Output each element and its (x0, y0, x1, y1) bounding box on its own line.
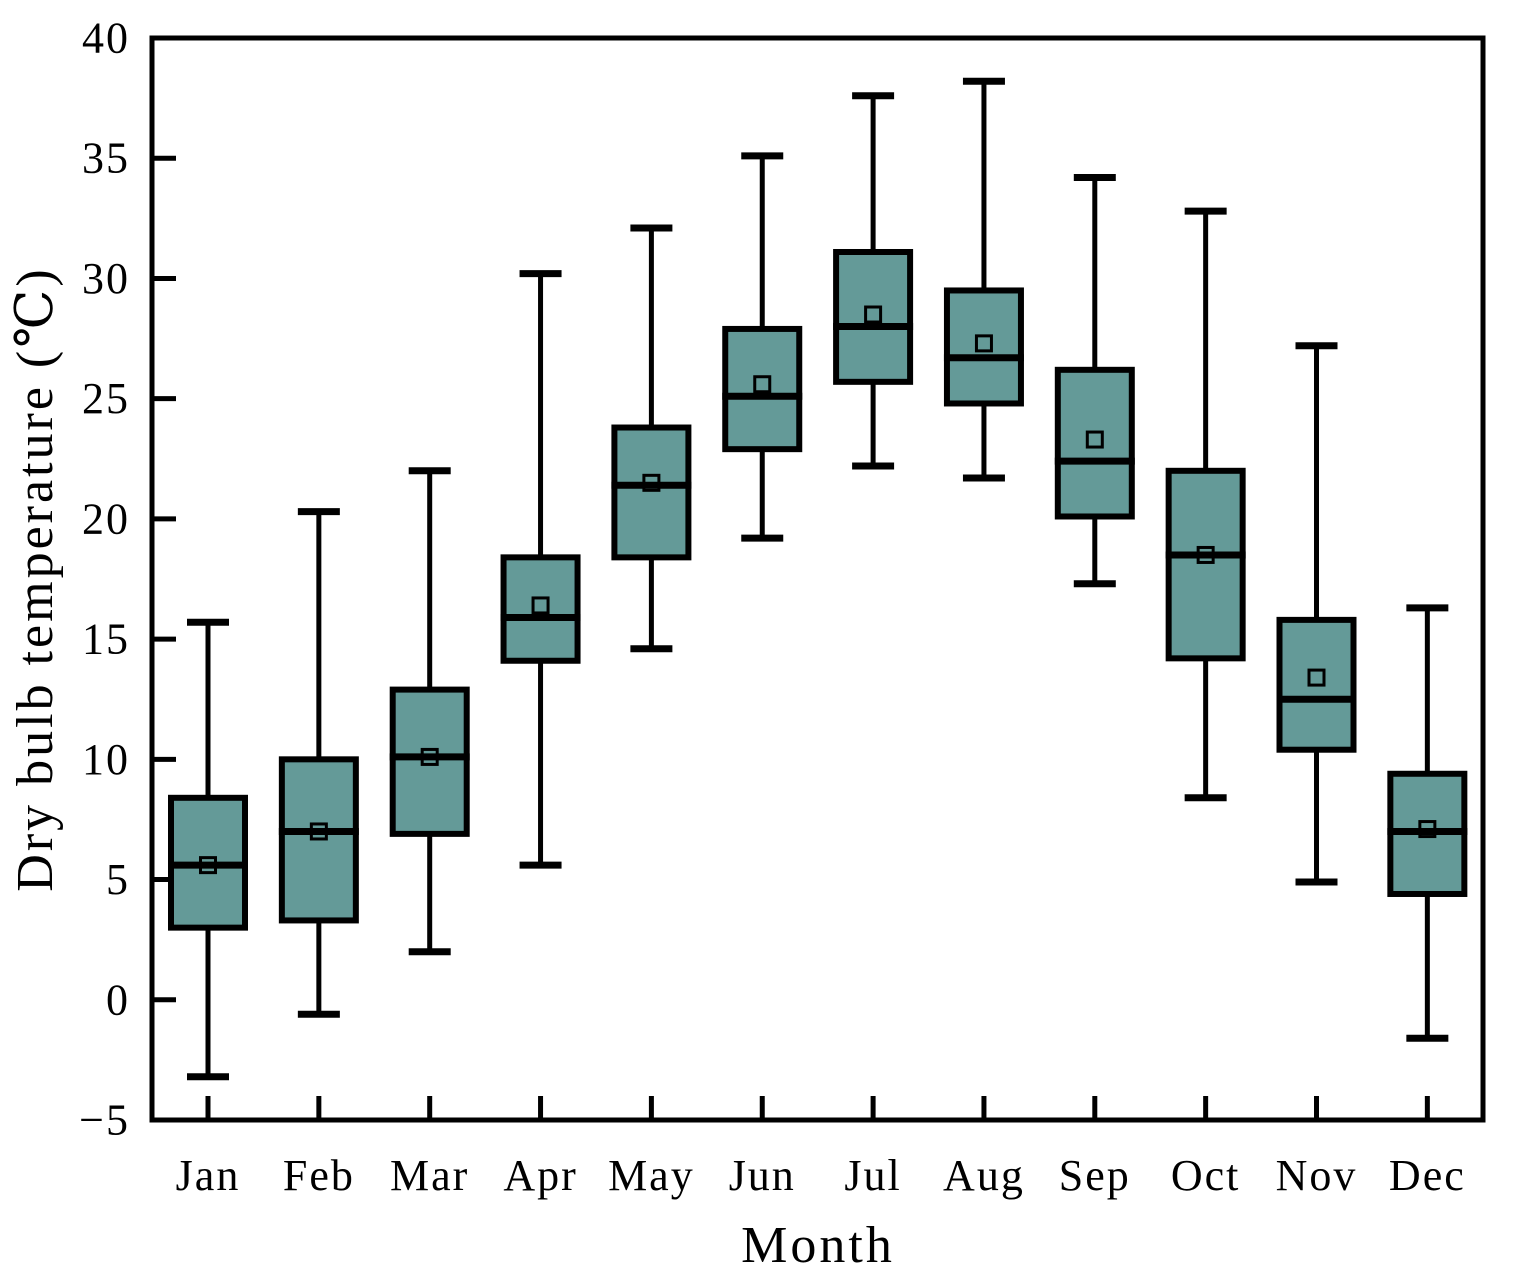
box-jul (833, 248, 914, 385)
y-tick-label-20: 20 (82, 494, 130, 543)
x-tick-label-may: May (608, 1151, 695, 1200)
mean-marker-oct (1196, 545, 1215, 564)
x-tick-label-dec: Dec (1389, 1151, 1466, 1200)
mean-marker-jan (199, 856, 217, 875)
y-tick-label-25: 25 (82, 374, 130, 423)
box-mar (389, 686, 470, 837)
y-tick-label-35: 35 (82, 134, 130, 183)
plot-frame (149, 35, 1486, 1123)
box-jun (722, 325, 803, 453)
box-oct (1165, 467, 1246, 662)
y-tick-label-0: 0 (106, 975, 130, 1024)
mean-marker-feb (309, 822, 328, 841)
mean-marker-mar (420, 747, 439, 766)
y-tick-label-40: 40 (82, 14, 130, 63)
box-apr (500, 554, 581, 664)
x-tick-label-sep: Sep (1059, 1151, 1131, 1200)
mean-marker-jun (753, 375, 772, 394)
plot-layer: −5 0 5 10 15 20 25 30 35 40 Jan Feb Mar Apr May Jun Jul A… (79, 14, 1486, 1200)
y-tick-label-15: 15 (82, 615, 130, 664)
x-tick-label-nov: Nov (1276, 1151, 1358, 1200)
x-tick-label-aug: Aug (943, 1151, 1025, 1200)
y-tick-label-10: 10 (82, 735, 130, 784)
x-tick-label-oct: Oct (1171, 1151, 1241, 1200)
x-tick-label-jan: Jan (176, 1151, 241, 1200)
mean-marker-jul (864, 305, 883, 324)
x-tick-label-mar: Mar (390, 1151, 469, 1200)
box-sep (1054, 366, 1135, 520)
mean-marker-sep (1085, 430, 1104, 449)
y-axis-title: Dry bulb temperature (℃) (7, 266, 64, 891)
x-tick-label-jun: Jun (729, 1151, 796, 1200)
x-axis-title: Month (741, 1217, 895, 1274)
box-nov (1276, 616, 1357, 753)
x-tick-label-jul: Jul (844, 1151, 901, 1200)
box-may (611, 424, 692, 561)
x-tick-label-apr: Apr (503, 1151, 577, 1200)
box-aug (943, 287, 1024, 407)
mean-marker-apr (531, 596, 550, 615)
mean-marker-may (642, 473, 661, 492)
y-tick-label-30: 30 (82, 254, 130, 303)
mean-marker-dec (1418, 820, 1437, 839)
y-tick-label--5: −5 (79, 1096, 130, 1145)
mean-marker-nov (1307, 668, 1326, 687)
mean-marker-aug (974, 334, 993, 353)
x-tick-label-feb: Feb (283, 1151, 355, 1200)
y-tick-label-5: 5 (106, 855, 130, 904)
